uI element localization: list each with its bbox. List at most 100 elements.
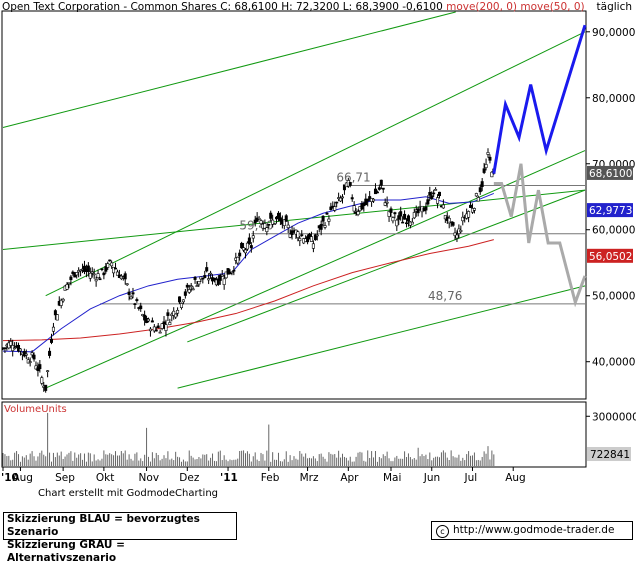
scenario-legend: Skizzierung BLAU = bevorzugtes Szenario … xyxy=(3,512,237,564)
candle-body xyxy=(150,320,154,323)
candle-body xyxy=(222,278,226,285)
candle-body xyxy=(267,223,271,226)
candle-body xyxy=(265,227,269,233)
candle-body xyxy=(441,204,445,209)
candle-body xyxy=(263,223,267,229)
candle-body xyxy=(245,242,249,250)
y-tick-label: 50,0000 xyxy=(592,291,635,303)
candle-body xyxy=(40,377,44,384)
candle-body xyxy=(278,217,282,221)
trend-line-5 xyxy=(2,189,586,251)
candle-body xyxy=(397,215,401,220)
candle-body xyxy=(67,282,71,285)
candle-body xyxy=(51,326,55,332)
price-tag-3 xyxy=(587,248,633,263)
candle-body xyxy=(451,222,455,226)
candle-body xyxy=(127,291,131,295)
candle-body xyxy=(449,221,453,223)
source-url[interactable]: c http://www.godmode-trader.de xyxy=(431,521,633,540)
level-label-1: 66,71 xyxy=(336,170,370,184)
chart-header: Open Text Corporation - Common Shares C:… xyxy=(2,1,585,13)
legend-blue: Skizzierung BLAU = bevorzugtes Szenario xyxy=(7,513,200,538)
candle-body xyxy=(426,199,430,205)
candle-body xyxy=(94,279,98,282)
candle-body xyxy=(339,197,343,202)
timeframe-label: täglich xyxy=(596,1,632,13)
candle-body xyxy=(488,156,492,161)
candle-body xyxy=(381,187,385,190)
candle-body xyxy=(249,245,253,249)
candle-body xyxy=(403,213,407,220)
candle-body xyxy=(389,208,393,213)
candle-body xyxy=(434,189,438,191)
candle-body xyxy=(335,201,339,204)
candle-body xyxy=(474,193,478,197)
candle-body xyxy=(323,225,327,228)
x-tick-label: Apr xyxy=(340,472,359,484)
candle-body xyxy=(90,271,94,274)
candle-body xyxy=(183,291,187,296)
candle-body xyxy=(79,269,83,272)
candle-body xyxy=(300,234,304,236)
candle-body xyxy=(385,201,389,204)
candle-body xyxy=(273,223,277,225)
candle-body xyxy=(478,187,482,193)
change-value: -0,6100 xyxy=(402,1,443,13)
candle-body xyxy=(176,310,180,314)
candle-body xyxy=(333,206,337,211)
candle-body xyxy=(315,234,319,237)
candle-body xyxy=(30,352,34,356)
candle-body xyxy=(112,266,116,274)
candle-body xyxy=(379,179,383,186)
x-tick-label: '11 xyxy=(220,472,238,484)
candle-body xyxy=(416,208,420,214)
price-tag-label-2: 62,9773 xyxy=(589,205,632,217)
candle-body xyxy=(143,314,147,321)
candle-body xyxy=(453,232,457,237)
candle-body xyxy=(191,288,195,291)
candle-body xyxy=(430,195,434,199)
candle-body xyxy=(269,212,273,219)
candle-body xyxy=(251,235,255,239)
candle-body xyxy=(360,203,364,210)
candle-body xyxy=(115,271,119,276)
candle-body xyxy=(432,192,436,195)
scenario-blue xyxy=(492,24,587,174)
x-tick-label: Feb xyxy=(261,472,280,484)
candle-body xyxy=(428,191,432,196)
x-tick-label: Jun xyxy=(423,472,440,484)
candle-body xyxy=(158,331,162,334)
candle-body xyxy=(18,348,22,352)
candle-body xyxy=(201,277,205,280)
candle-body xyxy=(114,267,118,270)
candle-body xyxy=(224,271,228,279)
candle-body xyxy=(232,269,236,272)
candle-body xyxy=(212,277,216,281)
candle-body xyxy=(275,216,279,220)
candle-body xyxy=(387,211,391,217)
candle-body xyxy=(178,296,182,303)
candle-body xyxy=(65,284,69,290)
candle-body xyxy=(391,217,395,222)
candle-body xyxy=(356,211,360,215)
candle-body xyxy=(53,310,57,316)
candle-body xyxy=(257,217,261,220)
candle-body xyxy=(306,236,310,243)
candle-body xyxy=(218,274,222,281)
candle-body xyxy=(189,285,193,288)
x-tick-label: Aug xyxy=(505,472,526,484)
candle-body xyxy=(86,265,90,272)
ma200-label: move(200, 0) xyxy=(446,1,518,13)
candle-body xyxy=(352,205,356,212)
moving-average-2 xyxy=(2,192,495,353)
y-tick-label: 40,0000 xyxy=(592,357,635,369)
candle-body xyxy=(205,267,209,272)
candle-body xyxy=(366,198,370,202)
candle-body xyxy=(228,272,232,275)
candle-body xyxy=(329,206,333,211)
candle-body xyxy=(152,326,156,332)
candle-body xyxy=(286,224,290,229)
candle-body xyxy=(230,271,234,274)
x-tick-label: Mrz xyxy=(300,472,319,484)
